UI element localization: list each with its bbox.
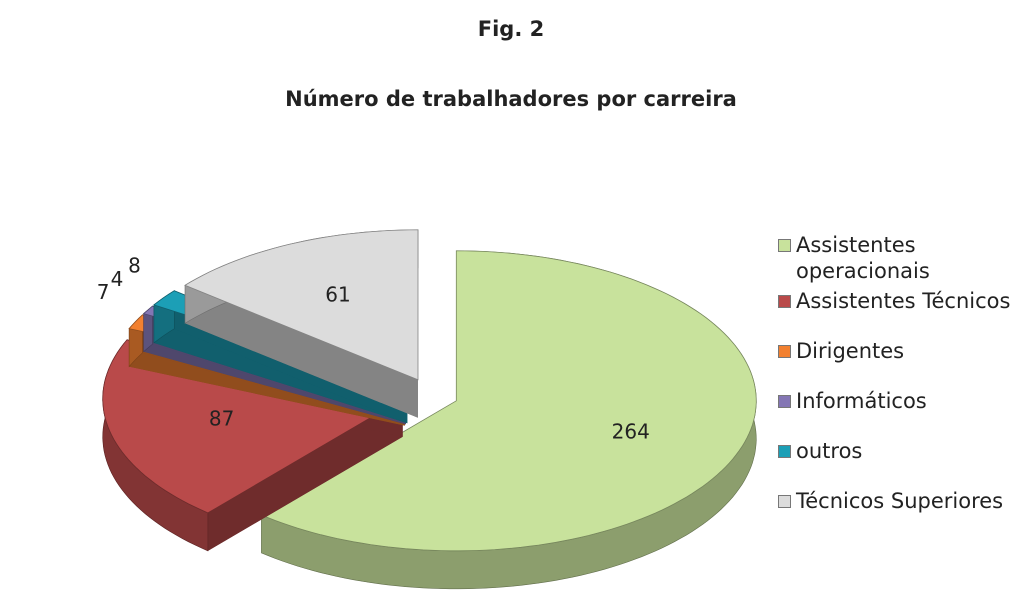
legend-swatch <box>778 395 791 408</box>
legend: Assistentes operacionais Assistentes Técn… <box>778 232 1022 538</box>
legend-label: Dirigentes <box>796 339 905 363</box>
data-label: 8 <box>128 254 141 278</box>
legend-label: Informáticos <box>796 389 927 413</box>
data-label: 7 <box>97 280 110 304</box>
data-label: 61 <box>325 282 350 306</box>
legend-label: outros <box>796 439 863 463</box>
legend-label: Técnicos Superiores <box>796 489 1004 513</box>
legend-item: outros <box>778 438 1022 464</box>
data-label: 87 <box>209 406 234 430</box>
legend-item: Assistentes Técnicos <box>778 288 1022 314</box>
legend-swatch <box>778 295 791 308</box>
legend-swatch <box>778 345 791 358</box>
legend-item: Técnicos Superiores <box>778 488 1022 514</box>
legend-swatch <box>778 445 791 458</box>
data-label: 264 <box>612 420 650 444</box>
legend-item: Assistentes operacionais <box>778 232 1022 284</box>
pie-slice <box>260 250 757 590</box>
chart-caption: Fig. 2 <box>478 17 544 41</box>
slice-radial-side <box>185 285 418 418</box>
legend-label: Assistentes operacionais <box>796 233 930 283</box>
legend-item: Informáticos <box>778 388 1022 414</box>
slice-radial-side <box>207 398 403 551</box>
legend-item: Dirigentes <box>778 338 1022 364</box>
legend-swatch <box>778 239 791 252</box>
legend-swatch <box>778 495 791 508</box>
pie-slice <box>184 229 419 418</box>
legend-label: Assistentes Técnicos <box>796 289 1011 313</box>
chart-title: Número de trabalhadores por carreira <box>285 87 737 111</box>
slice-top <box>260 250 757 552</box>
slice-top <box>184 229 419 381</box>
data-label: 4 <box>111 267 124 291</box>
